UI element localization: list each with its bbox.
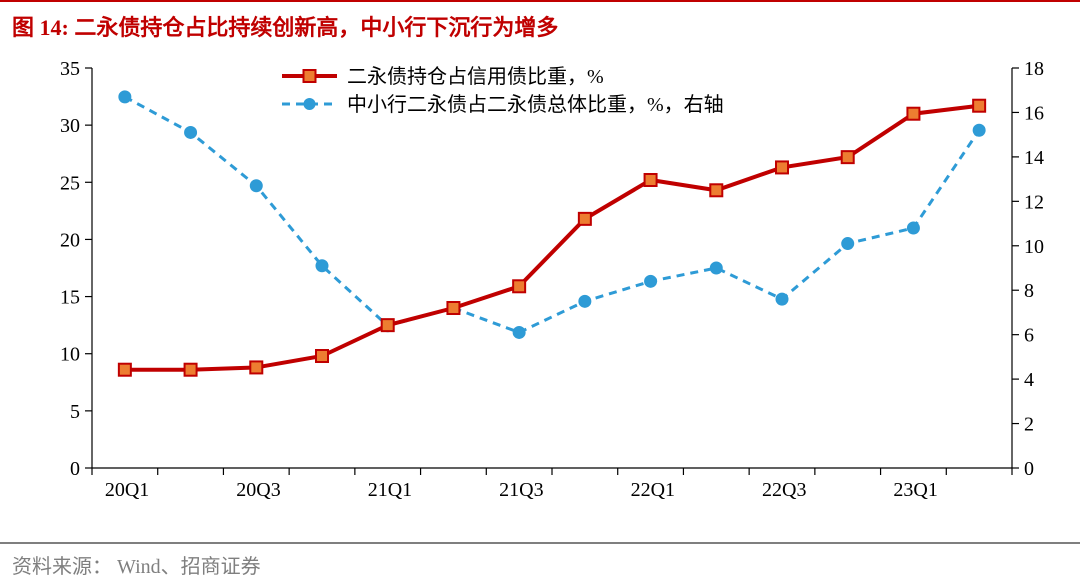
svg-text:5: 5 xyxy=(70,401,80,423)
figure-number: 图 14: xyxy=(12,15,69,40)
source-footer: 资料来源： Wind、招商证券 xyxy=(0,542,1080,583)
figure-title: 二永债持仓占比持续创新高，中小行下沉行为增多 xyxy=(74,15,558,40)
line-chart: 0 5 10 15 20 25 30 35 0 2 4 6 8 10 12 14 16 18 20Q1 20Q3 21Q… xyxy=(12,48,1068,528)
svg-text:16: 16 xyxy=(1024,102,1044,124)
svg-text:12: 12 xyxy=(1024,191,1044,213)
svg-text:18: 18 xyxy=(1024,58,1044,80)
svg-text:23Q1: 23Q1 xyxy=(893,479,937,501)
svg-text:20: 20 xyxy=(60,229,80,251)
svg-text:10: 10 xyxy=(60,344,80,366)
svg-text:二永债持仓占信用债比重，%: 二永债持仓占信用债比重，% xyxy=(347,65,604,88)
svg-text:6: 6 xyxy=(1024,325,1034,347)
svg-text:0: 0 xyxy=(70,458,80,480)
figure-header: 图 14: 二永债持仓占比持续创新高，中小行下沉行为增多 xyxy=(0,0,1080,48)
svg-text:2: 2 xyxy=(1024,414,1034,436)
svg-text:4: 4 xyxy=(1024,369,1034,391)
svg-text:10: 10 xyxy=(1024,236,1044,258)
svg-text:25: 25 xyxy=(60,172,80,194)
source-text: Wind、招商证券 xyxy=(117,556,261,578)
svg-text:0: 0 xyxy=(1024,458,1034,480)
svg-text:30: 30 xyxy=(60,115,80,137)
svg-text:15: 15 xyxy=(60,287,80,309)
svg-text:20Q1: 20Q1 xyxy=(105,479,149,501)
chart-container: 0 5 10 15 20 25 30 35 0 2 4 6 8 10 12 14 16 18 20Q1 20Q3 21Q… xyxy=(12,48,1068,528)
svg-text:35: 35 xyxy=(60,58,80,80)
source-prefix: 资料来源： xyxy=(12,556,112,578)
svg-text:8: 8 xyxy=(1024,280,1034,302)
svg-text:中小行二永债占二永债总体比重，%，右轴: 中小行二永债占二永债总体比重，%，右轴 xyxy=(347,93,724,116)
svg-text:22Q3: 22Q3 xyxy=(762,479,806,501)
svg-text:14: 14 xyxy=(1024,147,1044,169)
svg-text:22Q1: 22Q1 xyxy=(631,479,675,501)
svg-text:21Q3: 21Q3 xyxy=(499,479,543,501)
svg-text:20Q3: 20Q3 xyxy=(236,479,280,501)
svg-text:21Q1: 21Q1 xyxy=(368,479,412,501)
